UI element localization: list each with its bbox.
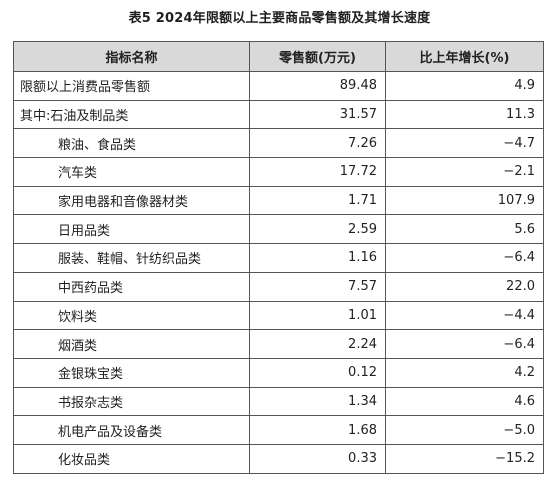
row-indicator-name: 金银珠宝类 (13, 357, 250, 388)
table-row: 机电产品及设备类 1.68 −5.0 (13, 415, 544, 445)
table-row: 书报杂志类 1.34 4.6 (13, 386, 544, 417)
row-growth-rate: −6.4 (385, 243, 544, 273)
row-indicator-name: 烟酒类 (13, 329, 250, 359)
row-growth-rate: 22.0 (385, 271, 544, 302)
row-indicator-name: 限额以上消费品零售额 (13, 71, 250, 101)
header-indicator-name: 指标名称 (13, 41, 250, 72)
row-retail-sales: 7.26 (249, 128, 386, 159)
row-growth-rate: 107.9 (385, 185, 544, 216)
row-retail-sales: 1.01 (249, 300, 386, 331)
header-retail-sales: 零售额(万元) (249, 41, 386, 72)
table-title: 表5 2024年限额以上主要商品零售额及其增长速度 (128, 11, 431, 26)
row-retail-sales: 0.12 (249, 357, 386, 388)
row-growth-rate: −2.1 (385, 157, 544, 187)
row-growth-rate: −4.4 (385, 300, 544, 331)
row-indicator-name: 化妆品类 (13, 443, 250, 474)
table-row: 家用电器和音像器材类 1.71 107.9 (13, 185, 544, 216)
row-indicator-name: 中西药品类 (13, 271, 250, 302)
row-growth-rate: 5.6 (385, 214, 544, 245)
row-indicator-name: 汽车类 (13, 157, 250, 187)
row-indicator-name: 机电产品及设备类 (13, 415, 250, 445)
row-growth-rate: −4.7 (385, 128, 544, 159)
table-row: 日用品类 2.59 5.6 (13, 214, 544, 245)
row-indicator-name: 饮料类 (13, 300, 250, 331)
table-row: 饮料类 1.01 −4.4 (13, 300, 544, 331)
header-row: 指标名称 零售额(万元) 比上年增长(%) (13, 41, 544, 72)
table-row: 中西药品类 7.57 22.0 (13, 271, 544, 302)
row-retail-sales: 2.59 (249, 214, 386, 245)
row-indicator-name: 日用品类 (13, 214, 250, 245)
row-retail-sales: 89.48 (249, 71, 386, 101)
retail-sales-table: 指标名称 零售额(万元) 比上年增长(%) 限额以上消费品零售额 89.48 4.9… (13, 41, 544, 474)
table-row: 烟酒类 2.24 −6.4 (13, 329, 544, 359)
table-row: 服装、鞋帽、针纺织品类 1.16 −6.4 (13, 243, 544, 273)
row-growth-rate: 4.2 (385, 357, 544, 388)
table-row: 限额以上消费品零售额 89.48 4.9 (13, 71, 544, 101)
row-retail-sales: 2.24 (249, 329, 386, 359)
row-retail-sales: 7.57 (249, 271, 386, 302)
table-row: 金银珠宝类 0.12 4.2 (13, 357, 544, 388)
row-growth-rate: 4.9 (385, 71, 544, 101)
table-row: 其中:石油及制品类 31.57 11.3 (13, 99, 544, 130)
row-growth-rate: 4.6 (385, 386, 544, 417)
header-growth-rate: 比上年增长(%) (385, 41, 544, 72)
row-growth-rate: −5.0 (385, 415, 544, 445)
table-row: 化妆品类 0.33 −15.2 (13, 443, 544, 474)
row-retail-sales: 1.71 (249, 185, 386, 216)
table-body: 限额以上消费品零售额 89.48 4.9 其中:石油及制品类 31.57 11.3 粮油、食… (13, 71, 544, 474)
table-row: 汽车类 17.72 −2.1 (13, 157, 544, 187)
row-retail-sales: 31.57 (249, 99, 386, 130)
row-indicator-name: 家用电器和音像器材类 (13, 185, 250, 216)
row-retail-sales: 0.33 (249, 443, 386, 474)
row-growth-rate: −15.2 (385, 443, 544, 474)
row-retail-sales: 17.72 (249, 157, 386, 187)
row-growth-rate: 11.3 (385, 99, 544, 130)
row-growth-rate: −6.4 (385, 329, 544, 359)
row-indicator-name: 其中:石油及制品类 (13, 99, 250, 130)
row-indicator-name: 书报杂志类 (13, 386, 250, 417)
row-retail-sales: 1.16 (249, 243, 386, 273)
row-retail-sales: 1.68 (249, 415, 386, 445)
table-row: 粮油、食品类 7.26 −4.7 (13, 128, 544, 159)
row-retail-sales: 1.34 (249, 386, 386, 417)
row-indicator-name: 服装、鞋帽、针纺织品类 (13, 243, 250, 273)
row-indicator-name: 粮油、食品类 (13, 128, 250, 159)
